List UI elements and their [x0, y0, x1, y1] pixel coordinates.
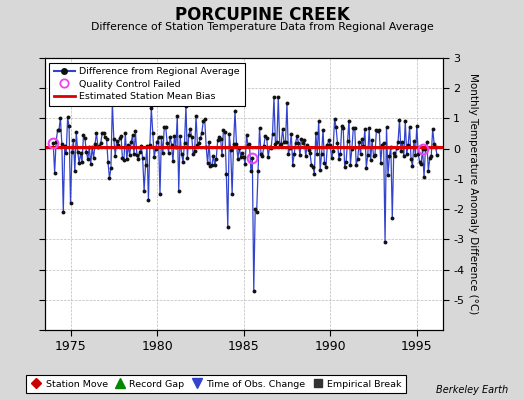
Legend: Station Move, Record Gap, Time of Obs. Change, Empirical Break: Station Move, Record Gap, Time of Obs. C… [26, 375, 406, 393]
Legend: Difference from Regional Average, Quality Control Failed, Estimated Station Mean: Difference from Regional Average, Qualit… [49, 63, 245, 106]
Y-axis label: Monthly Temperature Anomaly Difference (°C): Monthly Temperature Anomaly Difference (… [468, 73, 478, 315]
Text: Berkeley Earth: Berkeley Earth [436, 385, 508, 395]
Text: PORCUPINE CREEK: PORCUPINE CREEK [174, 6, 350, 24]
Text: Difference of Station Temperature Data from Regional Average: Difference of Station Temperature Data f… [91, 22, 433, 32]
